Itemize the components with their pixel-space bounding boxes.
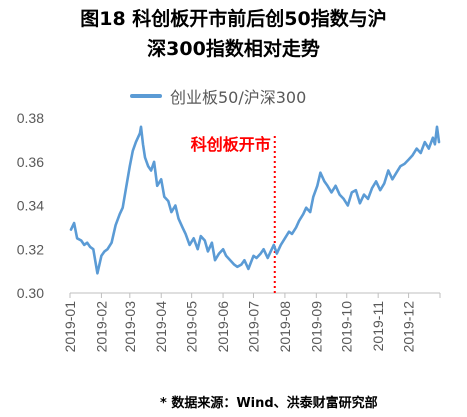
- x-tick-label: 2019-06: [215, 301, 231, 353]
- y-tick-label: 0.32: [17, 241, 44, 257]
- legend-swatch: [130, 94, 162, 98]
- data-source-note: * 数据来源：Wind、洪泰财富研究部: [160, 396, 378, 411]
- y-tick-label: 0.36: [17, 154, 44, 170]
- annotation-label: 科创板开市: [191, 135, 271, 154]
- x-tick-label: 2019-11: [370, 301, 386, 352]
- chart-title-line2: 深300指数相对走势: [147, 38, 320, 60]
- x-tick-label: 2019-03: [122, 301, 138, 353]
- chart-title-line1: 图18 科创板开市前后创50指数与沪: [80, 8, 387, 30]
- x-tick-label: 2019-05: [184, 301, 200, 353]
- legend-label: 创业板50/沪深300: [170, 88, 307, 107]
- x-tick-label: 2019-02: [93, 301, 109, 353]
- y-tick-label: 0.30: [17, 285, 44, 301]
- x-tick-label: 2019-10: [339, 301, 355, 353]
- x-tick-label: 2019-01: [62, 301, 78, 353]
- x-tick-label: 2019-12: [401, 301, 417, 353]
- legend: 创业板50/沪深300: [130, 84, 306, 108]
- x-tick-label: 2019-04: [153, 301, 169, 353]
- x-tick-label: 2019-08: [277, 301, 293, 353]
- series-line-chuangye50-hs300: [69, 125, 441, 275]
- x-tick-label: 2019-07: [245, 301, 261, 353]
- y-tick-label: 0.34: [17, 198, 44, 214]
- y-tick-label: 0.38: [17, 110, 44, 126]
- x-tick-label: 2019-09: [308, 301, 324, 353]
